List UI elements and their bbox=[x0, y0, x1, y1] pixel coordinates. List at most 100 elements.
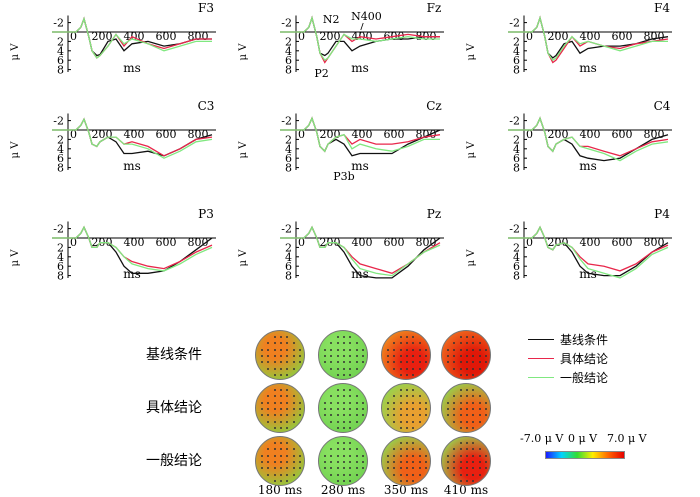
y-tick-label: 6 bbox=[57, 260, 64, 273]
electrode-dot bbox=[362, 461, 365, 463]
electrode-dot bbox=[399, 388, 402, 391]
electrode-dot bbox=[425, 355, 428, 357]
electrode-dot bbox=[459, 480, 462, 483]
electrode-dot bbox=[472, 473, 475, 476]
electrode-dot bbox=[406, 467, 408, 470]
electrode-dot bbox=[336, 480, 339, 483]
electrode-dot bbox=[453, 414, 456, 417]
electrode-dot bbox=[336, 388, 339, 391]
electrode-dot bbox=[478, 367, 481, 370]
electrode-dot bbox=[286, 461, 289, 463]
electrode-dot bbox=[425, 454, 428, 457]
electrode-dot bbox=[343, 441, 345, 444]
electrode-dot bbox=[386, 361, 389, 364]
y-axis-unit: μ V bbox=[10, 249, 21, 267]
x-tick-label: 400 bbox=[580, 236, 601, 249]
topo-map bbox=[441, 436, 491, 486]
electrode-dot bbox=[412, 342, 415, 345]
electrode-dot bbox=[386, 461, 389, 463]
electrode-dot bbox=[386, 408, 389, 410]
electrode-dot bbox=[399, 395, 402, 398]
electrode-dot bbox=[406, 388, 408, 391]
x-tick-label: 0 bbox=[526, 30, 533, 43]
x-axis-unit: ms bbox=[351, 159, 369, 173]
electrode-dot bbox=[412, 427, 415, 430]
topo-map bbox=[255, 330, 305, 380]
electrode-dot bbox=[292, 414, 295, 417]
topo-map bbox=[318, 383, 368, 433]
y-tick-label: 4 bbox=[285, 251, 292, 264]
electrode-dot bbox=[418, 401, 421, 404]
electrode-dot bbox=[393, 395, 396, 398]
electrode-dot bbox=[343, 374, 345, 377]
electrode-dot bbox=[459, 461, 462, 463]
electrode-dot bbox=[286, 388, 289, 391]
electrode-dot bbox=[292, 348, 295, 351]
electrode-dot bbox=[280, 454, 282, 457]
electrode-dot bbox=[349, 342, 352, 345]
electrode-dot bbox=[393, 342, 396, 345]
electrode-dot bbox=[418, 408, 421, 410]
electrode-dot bbox=[292, 473, 295, 476]
electrode-dot bbox=[472, 374, 475, 377]
electrode-dot bbox=[286, 374, 289, 377]
electrode-dot bbox=[292, 367, 295, 370]
electrode-dot bbox=[349, 348, 352, 351]
electrode-dot bbox=[267, 408, 270, 410]
y-tick-label: 2 bbox=[57, 35, 64, 48]
electrode-dot bbox=[453, 473, 456, 476]
electrode-dot bbox=[349, 361, 352, 364]
electrode-dot bbox=[286, 335, 289, 338]
electrode-dot bbox=[466, 414, 468, 417]
electrode-dot bbox=[336, 427, 339, 430]
waveform-general bbox=[280, 116, 440, 153]
y-tick-label: -2 bbox=[509, 223, 520, 236]
electrode-dot bbox=[286, 473, 289, 476]
y-tick-label: -2 bbox=[509, 115, 520, 128]
electrode-dot bbox=[280, 448, 282, 451]
electrode-dot bbox=[267, 348, 270, 351]
electrode-dot bbox=[459, 473, 462, 476]
electrode-dot bbox=[336, 335, 339, 338]
electrode-dot bbox=[286, 420, 289, 423]
electrode-dot bbox=[260, 361, 263, 364]
electrode-dot bbox=[412, 414, 415, 417]
electrode-dot bbox=[273, 461, 276, 463]
electrode-dot bbox=[412, 335, 415, 338]
electrode-dot bbox=[273, 473, 276, 476]
y-tick-label: 6 bbox=[513, 152, 520, 165]
annotation-p3b: P3b bbox=[333, 170, 354, 183]
electrode-dot bbox=[323, 454, 326, 457]
electrode-dot bbox=[280, 414, 282, 417]
electrode-dot bbox=[472, 335, 475, 338]
electrode-dot bbox=[349, 395, 352, 398]
electrode-dot bbox=[292, 342, 295, 345]
electrode-dot bbox=[260, 355, 263, 357]
legend: 基线条件 具体结论 一般结论 bbox=[528, 330, 608, 387]
electrode-dot bbox=[399, 420, 402, 423]
electrode-dot bbox=[260, 348, 263, 351]
x-tick-label: 400 bbox=[124, 128, 145, 141]
electrode-dot bbox=[286, 480, 289, 483]
electrode-dot bbox=[343, 480, 345, 483]
y-axis-unit: μ V bbox=[10, 43, 21, 61]
electrode-dot bbox=[336, 348, 339, 351]
electrode-dot bbox=[393, 348, 396, 351]
colorbar-max-label: 7.0 μ V bbox=[607, 432, 647, 445]
channel-label: Cz bbox=[426, 99, 442, 113]
y-tick-label: 2 bbox=[285, 241, 292, 254]
electrode-dot bbox=[412, 395, 415, 398]
electrode-dot bbox=[466, 441, 468, 444]
legend-swatch-general bbox=[528, 377, 554, 378]
electrode-dot bbox=[343, 467, 345, 470]
electrode-dot bbox=[336, 374, 339, 377]
electrode-dot bbox=[478, 348, 481, 351]
electrode-dot bbox=[349, 355, 352, 357]
x-axis-unit: ms bbox=[123, 61, 141, 75]
electrode-dot bbox=[393, 408, 396, 410]
electrode-dot bbox=[412, 454, 415, 457]
electrode-dot bbox=[267, 361, 270, 364]
electrode-dot bbox=[406, 401, 408, 404]
electrode-dot bbox=[343, 335, 345, 338]
